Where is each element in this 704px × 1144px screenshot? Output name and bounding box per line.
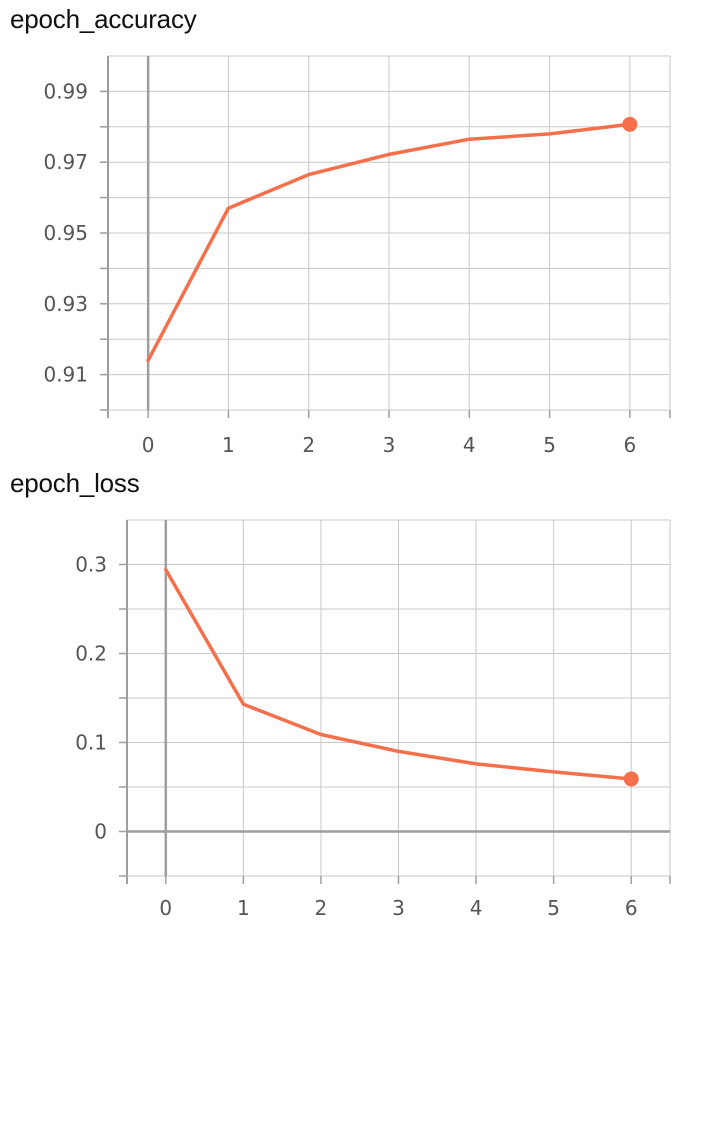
tick-labels: 0 0.1 0.2 0.3 0 1 2 3 4 5 6 [75,553,637,921]
axes [119,520,671,884]
x-tick-label: 4 [463,433,476,457]
x-tick-label: 0 [142,433,155,457]
x-tick-label: 5 [547,896,560,920]
accuracy-plot: 0.91 0.93 0.95 0.97 0.99 0 1 2 3 4 5 6 [43,55,671,457]
x-tick-label: 6 [623,433,636,457]
loss-chart: epoch_loss 0 0.1 0.2 0.3 0 1 2 3 4 5 6 [0,464,704,934]
grid [127,519,671,876]
tick-labels: 0.91 0.93 0.95 0.97 0.99 0 1 2 3 4 5 6 [43,79,636,457]
chart-title: epoch_loss [10,468,140,498]
loss-plot: 0 0.1 0.2 0.3 0 1 2 3 4 5 6 [75,519,671,921]
axes [100,56,671,418]
y-tick-label: 0.99 [43,79,88,103]
x-tick-label: 6 [625,896,638,920]
x-tick-label: 5 [543,433,556,457]
x-tick-label: 2 [315,896,328,920]
last-point-marker [622,116,638,132]
y-tick-label: 0.91 [43,363,88,387]
y-tick-label: 0.93 [43,292,88,316]
y-tick-label: 0 [94,820,107,844]
accuracy-chart: epoch_accuracy 0.91 0.93 0.95 0.97 0.99 0 1 2 3 4… [0,0,704,460]
y-tick-label: 0.97 [43,150,88,174]
x-tick-label: 1 [237,896,250,920]
x-tick-label: 3 [392,896,405,920]
y-tick-label: 0.95 [43,221,88,245]
x-tick-label: 3 [383,433,396,457]
x-tick-label: 2 [302,433,315,457]
last-point-marker [623,771,639,787]
grid [108,55,671,410]
x-tick-label: 4 [470,896,483,920]
series-line [164,568,633,781]
y-tick-label: 0.1 [75,731,107,755]
x-tick-label: 1 [222,433,235,457]
series-line [146,122,632,363]
x-tick-label: 0 [159,896,172,920]
chart-title: epoch_accuracy [10,4,197,34]
y-tick-label: 0.2 [75,642,107,666]
y-tick-label: 0.3 [75,553,107,577]
